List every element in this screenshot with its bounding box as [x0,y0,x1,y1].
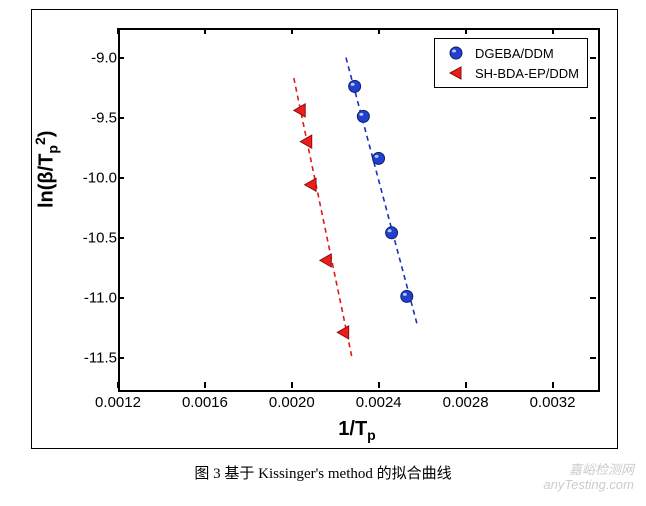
data-point [386,227,398,239]
watermark-line1: 嘉峪检测网 [543,463,634,477]
y-tick-label: -11.0 [84,290,117,307]
data-point [357,110,369,122]
x-tick-label: 0.0016 [182,394,228,411]
y-tick-label: -10.0 [83,170,117,187]
data-point [300,135,311,148]
fit-line [294,78,353,360]
triangle-marker-icon [443,65,469,81]
legend-label: SH-BDA-EP/DDM [475,66,579,81]
data-point [320,254,331,267]
data-point [305,178,316,191]
legend-item-shbda: SH-BDA-EP/DDM [443,63,579,83]
y-tick-label: -9.5 [91,110,117,127]
x-axis-label: 1/Tp [338,418,375,443]
x-tick-label: 0.0032 [530,394,576,411]
y-tick-label: -11.5 [84,350,117,367]
x-tick-label: 0.0012 [95,394,141,411]
x-tick-label: 0.0024 [356,394,402,411]
data-point [337,326,348,339]
x-tick-label: 0.0020 [269,394,315,411]
y-tick-label: -9.0 [91,50,117,67]
x-tick-label: 0.0028 [443,394,489,411]
watermark-line2: anyTesting.com [543,478,634,492]
chart-frame: DGEBA/DDM SH-BDA-EP/DDM -11.5 -11.0 -10.5 -… [31,9,618,449]
y-axis-label: ln(β/Tp2) [32,131,61,208]
data-point [349,80,361,92]
data-point [373,152,385,164]
plot-area: DGEBA/DDM SH-BDA-EP/DDM [118,28,600,392]
fit-line [346,58,418,327]
circle-marker-icon [443,45,469,61]
y-tick-label: -10.5 [83,230,117,247]
data-point [401,290,413,302]
legend-label: DGEBA/DDM [475,46,554,61]
legend-item-dgeba: DGEBA/DDM [443,43,579,63]
watermark: 嘉峪检测网 anyTesting.com [543,463,634,492]
legend: DGEBA/DDM SH-BDA-EP/DDM [434,38,588,88]
